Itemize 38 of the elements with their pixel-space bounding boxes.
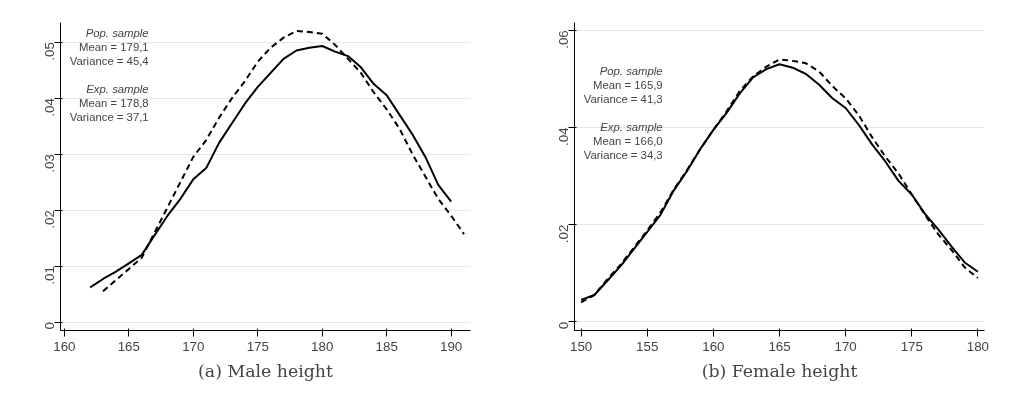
annotation: Variance = 45,4	[69, 54, 149, 67]
x-tick-label: 175	[246, 338, 269, 354]
x-tick-label: 155	[636, 338, 659, 354]
annotation: Variance = 34,3	[583, 148, 663, 161]
x-tick-label: 170	[182, 338, 205, 354]
annotation: Pop. sample	[85, 26, 149, 39]
annotation: Variance = 41,3	[583, 92, 663, 105]
y-tick-label: .03	[42, 154, 57, 173]
text: (b) Female height	[701, 360, 858, 381]
x-tick-label: 160	[702, 338, 725, 354]
annotation: Exp. sample	[600, 120, 663, 133]
x-tick-label: 165	[768, 338, 791, 354]
x-tick-label: 170	[834, 338, 857, 354]
annotation: Mean = 166,0	[593, 134, 663, 147]
y-tick-label: .06	[556, 30, 571, 49]
annotation: Mean = 179,1	[79, 40, 149, 53]
y-tick-label: 0	[42, 322, 57, 330]
annotation: Mean = 178,8	[79, 96, 149, 109]
y-tick-label: .02	[556, 224, 571, 244]
y-tick-label: 0	[556, 321, 571, 330]
annotation: Exp. sample	[86, 82, 149, 95]
x-tick-label: 165	[117, 338, 140, 354]
annotation: Pop. sample	[599, 64, 663, 77]
y-tick-label: .04	[556, 126, 571, 146]
x-tick-label: 180	[966, 338, 990, 354]
x-tick-label: 185	[375, 338, 398, 354]
y-tick-label: .01	[42, 266, 57, 285]
y-tick-label: .05	[42, 42, 57, 61]
x-tick-label: 190	[440, 338, 463, 354]
x-tick-label: 180	[311, 338, 334, 354]
x-tick-label: 160	[53, 338, 76, 354]
x-tick-label: 150	[569, 338, 593, 354]
text: (a) Male height	[198, 360, 333, 381]
annotation: Mean = 165,9	[593, 78, 663, 91]
y-tick-label: .02	[42, 210, 57, 229]
x-tick-label: 175	[900, 338, 923, 354]
annotation: Variance = 37,1	[69, 110, 149, 123]
y-tick-label: .04	[42, 97, 57, 117]
